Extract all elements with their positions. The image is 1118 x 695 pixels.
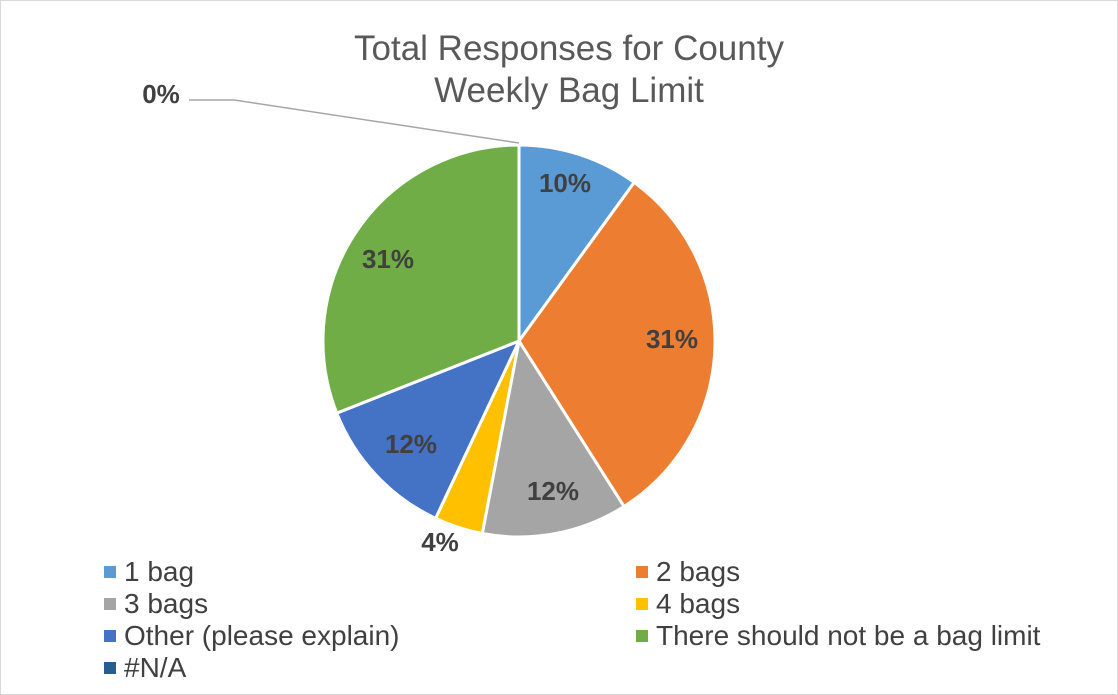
legend-swatch-4-bags	[636, 598, 648, 610]
legend-label-n-a: #N/A	[124, 652, 187, 683]
legend-label-1-bag: 1 bag	[124, 556, 195, 587]
data-label-2-bags: 31%	[646, 324, 698, 354]
legend-item-1-bag: 1 bag	[104, 556, 194, 588]
data-label-4-bags: 4%	[421, 527, 459, 557]
legend-swatch-n-a	[104, 662, 116, 674]
data-label-other-please-explain: 12%	[385, 429, 437, 459]
data-label-1-bag: 10%	[539, 168, 591, 198]
pie-slice-3-bags	[480, 336, 627, 539]
legend-label-there-should-not-be-a-bag-limit: There should not be a bag limit	[656, 620, 1041, 651]
chart-title-line-1: Total Responses for County	[354, 29, 784, 68]
legend-swatch-other-please-explain	[104, 630, 116, 642]
legend-item-other-please-explain: Other (please explain)	[104, 620, 399, 652]
pie-slice-2-bags	[517, 180, 717, 509]
legend-item-2-bags: 2 bags	[636, 556, 740, 588]
legend-swatch-1-bag	[104, 566, 116, 578]
pie-slice-there-should-not-be-a-bag-limit	[321, 143, 521, 416]
pie-slice-other-please-explain	[334, 338, 522, 521]
legend-label-3-bags: 3 bags	[124, 588, 209, 619]
chart-title-line-2: Weekly Bag Limit	[434, 71, 704, 110]
legend-label-other-please-explain: Other (please explain)	[124, 620, 400, 651]
legend-label-4-bags: 4 bags	[656, 588, 741, 619]
leader-line-n-a	[189, 99, 520, 144]
legend-item-there-should-not-be-a-bag-limit: There should not be a bag limit	[636, 620, 1040, 652]
pie-slice-1-bag	[517, 143, 637, 346]
legend-item-4-bags: 4 bags	[636, 588, 740, 620]
legend-item-n-a: #N/A	[104, 652, 186, 684]
legend-swatch-there-should-not-be-a-bag-limit	[636, 630, 648, 642]
chart-title: Total Responses for County Weekly Bag Li…	[0, 28, 1118, 112]
data-label-there-should-not-be-a-bag-limit: 31%	[362, 244, 414, 274]
data-label-n-a: 0%	[142, 79, 180, 109]
legend-swatch-3-bags	[104, 598, 116, 610]
legend-item-3-bags: 3 bags	[104, 588, 208, 620]
legend-label-2-bags: 2 bags	[656, 556, 741, 587]
data-label-3-bags: 12%	[527, 476, 579, 506]
legend-swatch-2-bags	[636, 566, 648, 578]
